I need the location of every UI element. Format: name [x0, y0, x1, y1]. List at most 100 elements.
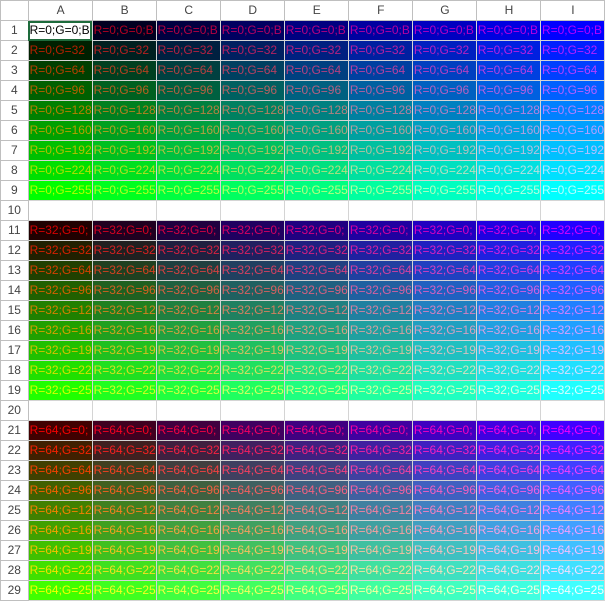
cell-d27[interactable]: R=64;G=19 [220, 541, 284, 561]
cell-d29[interactable]: R=64;G=25 [220, 581, 284, 601]
column-header-f[interactable]: F [348, 1, 412, 21]
cell-a7[interactable]: R=0;G=192 [28, 141, 92, 161]
cell-a18[interactable]: R=32;G=22 [28, 361, 92, 381]
cell-d8[interactable]: R=0;G=224 [220, 161, 284, 181]
cell-i16[interactable]: R=32;G=16 [540, 321, 604, 341]
cell-h21[interactable]: R=64;G=0; [476, 421, 540, 441]
cell-d28[interactable]: R=64;G=22 [220, 561, 284, 581]
cell-e19[interactable]: R=32;G=25 [284, 381, 348, 401]
cell-f13[interactable]: R=32;G=64 [348, 261, 412, 281]
cell-d14[interactable]: R=32;G=96 [220, 281, 284, 301]
cell-b2[interactable]: R=0;G=32 [92, 41, 156, 61]
column-header-d[interactable]: D [220, 1, 284, 21]
cell-g17[interactable]: R=32;G=19 [412, 341, 476, 361]
cell-a4[interactable]: R=0;G=96 [28, 81, 92, 101]
cell-c8[interactable]: R=0;G=224 [156, 161, 220, 181]
cell-d21[interactable]: R=64;G=0; [220, 421, 284, 441]
cell-h12[interactable]: R=32;G=32 [476, 241, 540, 261]
cell-f20[interactable] [348, 401, 412, 421]
cell-c2[interactable]: R=0;G=32 [156, 41, 220, 61]
cell-d13[interactable]: R=32;G=64 [220, 261, 284, 281]
cell-i5[interactable]: R=0;G=128 [540, 101, 604, 121]
cell-d12[interactable]: R=32;G=32 [220, 241, 284, 261]
cell-g25[interactable]: R=64;G=12 [412, 501, 476, 521]
cell-b21[interactable]: R=64;G=0; [92, 421, 156, 441]
cell-h14[interactable]: R=32;G=96 [476, 281, 540, 301]
cell-f21[interactable]: R=64;G=0; [348, 421, 412, 441]
cell-i28[interactable]: R=64;G=22 [540, 561, 604, 581]
row-header-1[interactable]: 1 [1, 21, 29, 41]
cell-a9[interactable]: R=0;G=255 [28, 181, 92, 201]
cell-d18[interactable]: R=32;G=22 [220, 361, 284, 381]
row-header-6[interactable]: 6 [1, 121, 29, 141]
cell-h5[interactable]: R=0;G=128 [476, 101, 540, 121]
cell-f26[interactable]: R=64;G=16 [348, 521, 412, 541]
cell-a6[interactable]: R=0;G=160 [28, 121, 92, 141]
row-header-27[interactable]: 27 [1, 541, 29, 561]
cell-c12[interactable]: R=32;G=32 [156, 241, 220, 261]
cell-b20[interactable] [92, 401, 156, 421]
cell-f8[interactable]: R=0;G=224 [348, 161, 412, 181]
cell-h25[interactable]: R=64;G=12 [476, 501, 540, 521]
cell-e25[interactable]: R=64;G=12 [284, 501, 348, 521]
row-header-20[interactable]: 20 [1, 401, 29, 421]
cell-g6[interactable]: R=0;G=160 [412, 121, 476, 141]
cell-h13[interactable]: R=32;G=64 [476, 261, 540, 281]
cell-g14[interactable]: R=32;G=96 [412, 281, 476, 301]
cell-a21[interactable]: R=64;G=0; [28, 421, 92, 441]
cell-c27[interactable]: R=64;G=19 [156, 541, 220, 561]
cell-d10[interactable] [220, 201, 284, 221]
cell-f7[interactable]: R=0;G=192 [348, 141, 412, 161]
cell-i26[interactable]: R=64;G=16 [540, 521, 604, 541]
cell-c28[interactable]: R=64;G=22 [156, 561, 220, 581]
cell-d2[interactable]: R=0;G=32 [220, 41, 284, 61]
cell-c3[interactable]: R=0;G=64 [156, 61, 220, 81]
cell-a17[interactable]: R=32;G=19 [28, 341, 92, 361]
cell-i25[interactable]: R=64;G=12 [540, 501, 604, 521]
cell-i7[interactable]: R=0;G=192 [540, 141, 604, 161]
cell-f22[interactable]: R=64;G=32 [348, 441, 412, 461]
cell-a15[interactable]: R=32;G=12 [28, 301, 92, 321]
cell-i18[interactable]: R=32;G=22 [540, 361, 604, 381]
cell-b28[interactable]: R=64;G=22 [92, 561, 156, 581]
cell-e28[interactable]: R=64;G=22 [284, 561, 348, 581]
cell-h7[interactable]: R=0;G=192 [476, 141, 540, 161]
cell-d6[interactable]: R=0;G=160 [220, 121, 284, 141]
cell-h2[interactable]: R=0;G=32 [476, 41, 540, 61]
cell-e16[interactable]: R=32;G=16 [284, 321, 348, 341]
cell-e21[interactable]: R=64;G=0; [284, 421, 348, 441]
cell-d26[interactable]: R=64;G=16 [220, 521, 284, 541]
row-header-2[interactable]: 2 [1, 41, 29, 61]
column-header-b[interactable]: B [92, 1, 156, 21]
cell-e17[interactable]: R=32;G=19 [284, 341, 348, 361]
cell-a11[interactable]: R=32;G=0; [28, 221, 92, 241]
row-header-15[interactable]: 15 [1, 301, 29, 321]
cell-f1[interactable]: R=0;G=0;B [348, 21, 412, 41]
cell-c16[interactable]: R=32;G=16 [156, 321, 220, 341]
cell-b14[interactable]: R=32;G=96 [92, 281, 156, 301]
row-header-25[interactable]: 25 [1, 501, 29, 521]
cell-a13[interactable]: R=32;G=64 [28, 261, 92, 281]
cell-b1[interactable]: R=0;G=0;B [92, 21, 156, 41]
cell-i10[interactable] [540, 201, 604, 221]
cell-g3[interactable]: R=0;G=64 [412, 61, 476, 81]
cell-c25[interactable]: R=64;G=12 [156, 501, 220, 521]
cell-g20[interactable] [412, 401, 476, 421]
row-header-12[interactable]: 12 [1, 241, 29, 261]
cell-b7[interactable]: R=0;G=192 [92, 141, 156, 161]
cell-i17[interactable]: R=32;G=19 [540, 341, 604, 361]
cell-h23[interactable]: R=64;G=64 [476, 461, 540, 481]
cell-f28[interactable]: R=64;G=22 [348, 561, 412, 581]
cell-g8[interactable]: R=0;G=224 [412, 161, 476, 181]
cell-f11[interactable]: R=32;G=0; [348, 221, 412, 241]
cell-b16[interactable]: R=32;G=16 [92, 321, 156, 341]
column-header-h[interactable]: H [476, 1, 540, 21]
cell-c4[interactable]: R=0;G=96 [156, 81, 220, 101]
cell-d4[interactable]: R=0;G=96 [220, 81, 284, 101]
cell-g19[interactable]: R=32;G=25 [412, 381, 476, 401]
cell-d20[interactable] [220, 401, 284, 421]
cell-b6[interactable]: R=0;G=160 [92, 121, 156, 141]
cell-e8[interactable]: R=0;G=224 [284, 161, 348, 181]
cell-i27[interactable]: R=64;G=19 [540, 541, 604, 561]
cell-a16[interactable]: R=32;G=16 [28, 321, 92, 341]
